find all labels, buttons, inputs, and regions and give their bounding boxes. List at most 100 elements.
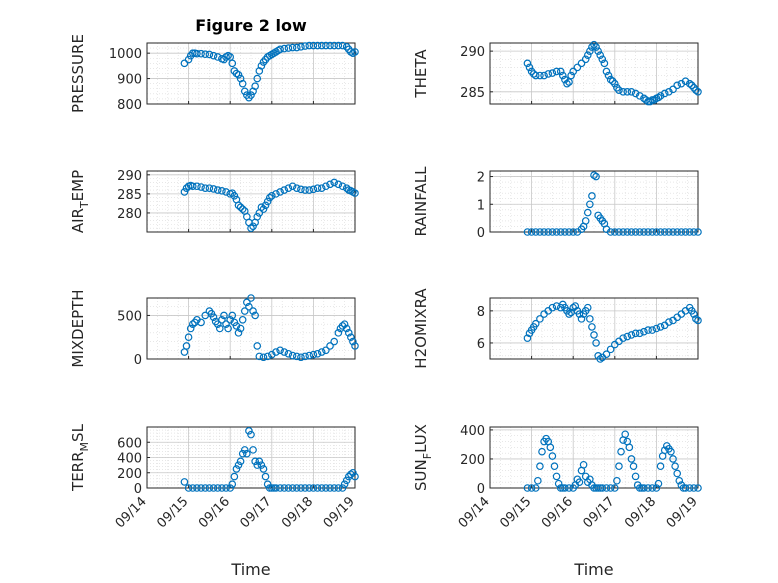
data-point: [284, 184, 293, 192]
data-point: [671, 462, 679, 471]
y-axis-label: PRESSURE: [69, 34, 87, 113]
data-point: [652, 484, 661, 492]
data-point: [218, 187, 226, 195]
data-point: [292, 43, 301, 52]
data-point: [251, 457, 259, 466]
data-point: [665, 318, 673, 326]
data-point: [665, 88, 673, 96]
data-point: [581, 217, 590, 225]
data-point: [180, 188, 189, 196]
data-point: [257, 461, 266, 469]
data-point: [590, 331, 598, 339]
data-point: [201, 50, 210, 58]
data-point: [586, 47, 594, 55]
data-point: [265, 193, 274, 202]
data-point: [253, 342, 262, 350]
data-point: [554, 479, 563, 488]
data-point: [317, 41, 326, 50]
data-point: [540, 228, 548, 236]
axes-box: [489, 297, 699, 360]
data-point: [604, 71, 613, 80]
data-point: [692, 315, 700, 323]
data-point: [621, 430, 630, 439]
subplot-3: 0 1 2 RAINFALL: [412, 166, 702, 241]
data-point: [255, 457, 264, 466]
data-point: [690, 228, 698, 236]
data-point: [340, 320, 349, 328]
data-point: [351, 48, 359, 56]
x-tick-label: 09/17: [238, 494, 275, 531]
data-point: [240, 446, 249, 454]
data-point: [301, 42, 309, 50]
data-point: [201, 484, 210, 492]
data-point: [340, 480, 349, 488]
y-axis-label: TERRMSL: [69, 423, 91, 492]
data-point: [610, 484, 619, 492]
y-tick-label: 290: [460, 45, 485, 60]
data-point: [656, 92, 665, 100]
series-markers: [180, 427, 359, 492]
data-point: [652, 228, 661, 236]
data-point: [251, 82, 259, 91]
data-point: [309, 41, 318, 50]
data-point: [561, 228, 569, 236]
data-point: [313, 484, 322, 492]
y-tick-label: 6: [477, 337, 485, 352]
data-point: [569, 67, 578, 76]
axes-box: [489, 170, 699, 233]
subplot-5: 6 8 H2OMIXRA: [412, 288, 702, 369]
data-point: [536, 71, 544, 80]
data-point: [544, 70, 553, 78]
data-point: [236, 203, 245, 212]
data-point: [257, 203, 266, 212]
data-point: [669, 85, 677, 94]
data-point: [317, 484, 326, 492]
data-point: [565, 228, 573, 236]
y-tick-label: 8: [477, 305, 485, 320]
y-axis-label: MIXDEPTH: [69, 289, 87, 367]
x-tick-label: 09/18: [622, 494, 659, 531]
data-point: [257, 62, 266, 70]
data-point: [556, 484, 565, 492]
data-point: [330, 337, 339, 346]
data-point: [538, 447, 546, 456]
data-point: [245, 302, 253, 311]
y-tick-label: 400: [460, 424, 485, 439]
data-point: [548, 452, 557, 460]
y-tick-label: 0: [134, 482, 142, 497]
y-tick-label: 285: [117, 188, 142, 203]
data-point: [563, 79, 571, 88]
data-point: [531, 319, 540, 328]
data-point: [280, 186, 289, 194]
data-point: [536, 228, 544, 236]
data-point: [247, 294, 255, 302]
x-axis-label-right: Time: [573, 560, 613, 579]
data-point: [573, 63, 582, 72]
data-point: [188, 320, 197, 328]
data-point: [646, 97, 654, 106]
data-point: [586, 200, 594, 209]
data-point: [586, 315, 594, 323]
data-point: [292, 484, 301, 492]
data-point: [690, 484, 698, 492]
data-point: [656, 228, 665, 236]
data-point: [565, 310, 573, 318]
data-point: [685, 228, 694, 236]
axes-box: [146, 170, 356, 233]
data-point: [220, 311, 228, 320]
data-point: [583, 208, 592, 217]
data-point: [184, 333, 193, 342]
data-point: [640, 228, 648, 236]
data-point: [247, 430, 255, 439]
data-point: [276, 45, 284, 54]
data-point: [592, 339, 600, 347]
data-point: [313, 349, 322, 358]
data-point: [606, 228, 615, 236]
data-point: [552, 472, 561, 481]
data-point: [592, 172, 600, 181]
series-markers: [180, 294, 359, 362]
y-tick-label: 2: [477, 171, 485, 186]
data-point: [197, 484, 205, 492]
data-point: [349, 468, 357, 477]
data-point: [342, 324, 351, 333]
